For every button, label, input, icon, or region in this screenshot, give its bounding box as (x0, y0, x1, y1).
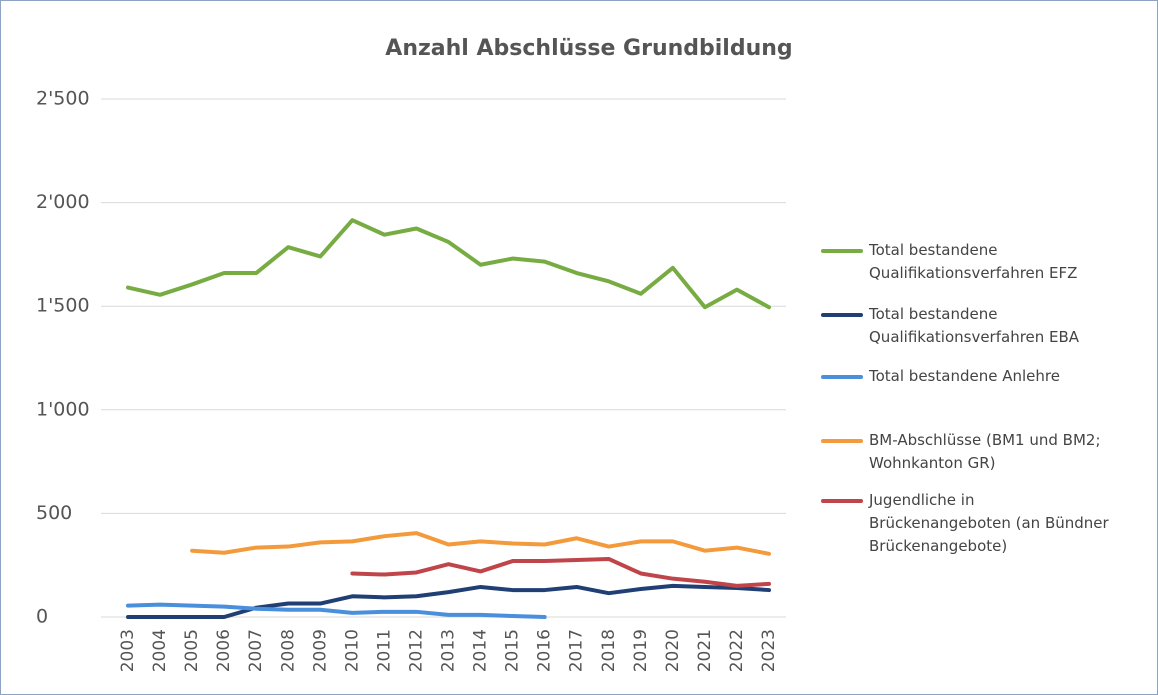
x-tick-label: 2015 (503, 629, 523, 672)
x-tick-label: 2013 (439, 629, 459, 672)
x-tick-label: 2004 (150, 629, 170, 672)
x-tick-label: 2017 (567, 629, 587, 672)
legend-swatch (821, 313, 863, 317)
x-tick-label: 2007 (246, 629, 266, 672)
legend-swatch (821, 499, 863, 503)
legend-entry: Total bestandene Qualifikationsverfahren… (821, 303, 1121, 349)
legend-swatch (821, 439, 863, 443)
legend-entry: Total bestandene Anlehre (821, 365, 1121, 388)
legend-label: Total bestandene Qualifikationsverfahren… (869, 241, 1078, 282)
series-line (190, 531, 771, 556)
series-line (350, 556, 771, 588)
x-tick-label: 2014 (471, 629, 491, 672)
chart-title: Anzahl Abschlüsse Grundbildung (385, 36, 792, 61)
legend-entry: Total bestandene Qualifikationsverfahren… (821, 239, 1121, 285)
x-tick-label: 2006 (214, 629, 234, 672)
legend-label: BM-Abschlüsse (BM1 und BM2; Wohnkanton G… (869, 431, 1101, 472)
legend-swatch (821, 249, 863, 253)
legend-label: Total bestandene Qualifikationsverfahren… (869, 305, 1080, 346)
y-tick-label: 500 (36, 502, 72, 524)
legend-label: Jugendliche in Brückenangeboten (an Bünd… (869, 491, 1109, 555)
series-line (126, 602, 547, 619)
x-tick-label: 2012 (406, 629, 426, 672)
x-tick-label: 2008 (278, 629, 298, 672)
x-tick-label: 2023 (759, 629, 779, 672)
series-line (126, 583, 771, 619)
legend-entry: Jugendliche in Brückenangeboten (an Bünd… (821, 489, 1121, 558)
x-tick-label: 2003 (118, 629, 138, 672)
x-tick-label: 2020 (663, 629, 683, 672)
series-line (126, 218, 771, 310)
y-tick-label: 1'000 (36, 398, 90, 420)
x-tick-label: 2018 (599, 629, 619, 672)
x-tick-label: 2009 (310, 629, 330, 672)
x-tick-label: 2019 (631, 629, 651, 672)
x-tick-label: 2022 (727, 629, 747, 672)
x-tick-label: 2011 (374, 629, 394, 672)
x-tick-label: 2005 (182, 629, 202, 672)
x-tick-label: 2010 (342, 629, 362, 672)
y-tick-label: 2'000 (36, 191, 90, 213)
y-tick-label: 2'500 (36, 88, 90, 110)
y-tick-label: 1'500 (36, 295, 90, 317)
x-tick-label: 2016 (535, 629, 555, 672)
x-tick-label: 2021 (695, 629, 715, 672)
legend-swatch (821, 375, 863, 379)
y-tick-label: 0 (36, 606, 48, 628)
legend-label: Total bestandene Anlehre (869, 367, 1060, 385)
legend-entry: BM-Abschlüsse (BM1 und BM2; Wohnkanton G… (821, 429, 1121, 475)
